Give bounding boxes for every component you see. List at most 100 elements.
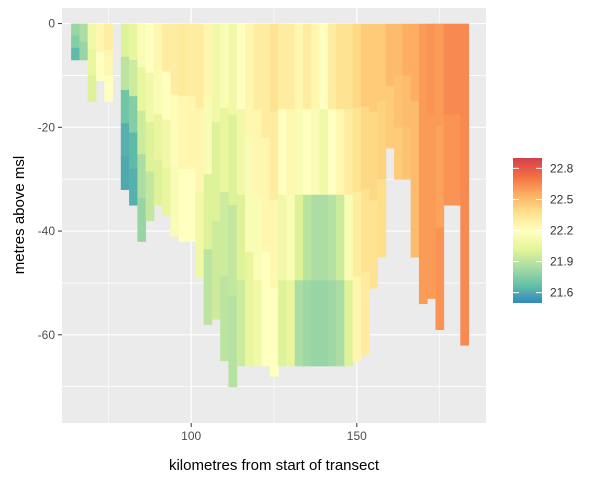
x-tick-label: 150 <box>347 429 367 443</box>
heatmap-cell <box>187 23 196 97</box>
heatmap-cell <box>211 23 221 123</box>
heatmap-cell <box>253 194 262 281</box>
heatmap-cell <box>228 23 238 115</box>
heatmap-cell <box>129 168 138 206</box>
heatmap-cell <box>129 132 138 170</box>
heatmap-cell <box>286 23 296 110</box>
heatmap-cell <box>95 52 105 82</box>
heatmap-cell <box>278 280 287 367</box>
heatmap-cell <box>286 109 296 196</box>
heatmap-cell <box>435 125 445 229</box>
heatmap-cell <box>87 49 97 76</box>
heatmap-cell <box>129 96 138 133</box>
heatmap-cell <box>203 174 213 250</box>
heatmap-cell <box>145 72 155 123</box>
heatmap-cell <box>170 165 180 237</box>
heatmap-cell <box>427 115 436 208</box>
heatmap-cell <box>203 98 213 175</box>
heatmap-cell <box>278 194 287 281</box>
heatmap-cell <box>170 94 180 166</box>
heatmap-cell <box>220 23 229 109</box>
heatmap-cell <box>104 49 113 76</box>
heatmap-cell <box>327 280 337 367</box>
heatmap-cell <box>269 111 279 201</box>
heatmap-cell <box>187 96 196 170</box>
heatmap-cell <box>87 75 97 102</box>
heatmap-cell <box>71 35 80 49</box>
heatmap-cell <box>162 119 171 168</box>
heatmap-cell <box>336 109 345 196</box>
heatmap-cell <box>236 23 246 110</box>
heatmap-cell <box>302 280 312 367</box>
heatmap-cell <box>162 23 171 72</box>
heatmap-cell <box>228 205 238 297</box>
y-tick-label: -40 <box>38 224 56 238</box>
heatmap-cell <box>195 193 205 279</box>
heatmap-cell <box>402 23 412 76</box>
heatmap-cell <box>236 109 246 196</box>
heatmap-cell <box>153 159 163 206</box>
heatmap-cell <box>261 137 271 253</box>
heatmap-cell <box>460 264 470 346</box>
heatmap-cell <box>104 23 113 50</box>
heatmap-cell <box>87 23 97 50</box>
heatmap-cell <box>120 123 130 157</box>
heatmap-cell <box>228 114 238 206</box>
heatmap-cell <box>394 75 403 128</box>
heatmap-cell <box>145 171 155 222</box>
heatmap-cell <box>261 23 271 139</box>
heatmap-cell <box>79 41 89 61</box>
heatmap-cell <box>369 111 378 201</box>
heatmap-cell <box>319 194 329 281</box>
y-axis-label: metres above msl <box>11 156 28 274</box>
legend-tick-label: 21.6 <box>550 286 574 300</box>
heatmap-cell <box>410 23 420 102</box>
heatmap-cell <box>460 103 470 185</box>
heatmap-cell <box>286 280 296 367</box>
heatmap-cell <box>220 107 229 193</box>
heatmap-cell <box>302 23 312 110</box>
heatmap-cell <box>195 108 205 194</box>
heatmap-cell <box>311 280 320 367</box>
heatmap-cell <box>385 23 395 87</box>
heatmap-cell <box>402 127 412 180</box>
heatmap-cell <box>153 68 163 115</box>
heatmap-cell <box>311 23 320 110</box>
heatmap-cell <box>319 280 329 367</box>
heatmap-cell <box>360 189 370 273</box>
heatmap-cell <box>120 89 130 124</box>
legend-tick-label: 21.9 <box>550 255 574 269</box>
y-tick-label: 0 <box>48 17 55 31</box>
heatmap-cell <box>452 114 461 206</box>
heatmap-cell <box>286 194 296 281</box>
heatmap-cell <box>153 23 163 70</box>
heatmap-cell <box>294 280 304 367</box>
heatmap-cell <box>71 23 80 37</box>
legend-tick-label: 22.8 <box>550 161 574 175</box>
heatmap-cell <box>195 23 205 109</box>
heatmap-cell <box>178 23 188 97</box>
heatmap-cell <box>236 280 246 367</box>
heatmap-cell <box>269 23 279 113</box>
heatmap-cell <box>319 23 329 110</box>
heatmap-cell <box>460 184 470 266</box>
heatmap-cell <box>377 179 387 258</box>
heatmap-cell <box>162 167 171 216</box>
heatmap-cell <box>178 168 188 242</box>
heatmap-cell <box>352 276 362 362</box>
heatmap-cell <box>394 127 403 180</box>
heatmap-cell <box>261 251 271 367</box>
heatmap-cell <box>302 109 312 196</box>
heatmap-cell <box>162 71 171 120</box>
legend-tick-label: 22.5 <box>550 192 574 206</box>
heatmap-cell <box>253 109 262 196</box>
heatmap-cell <box>385 85 395 149</box>
heatmap-cell <box>245 137 254 253</box>
heatmap-cell <box>211 122 221 222</box>
heatmap-cell <box>120 23 130 58</box>
heatmap-cell <box>344 23 354 110</box>
heatmap-cell <box>79 23 89 43</box>
heatmap-cell <box>336 194 345 281</box>
heatmap-cell <box>418 23 428 118</box>
heatmap-cell <box>369 23 378 113</box>
